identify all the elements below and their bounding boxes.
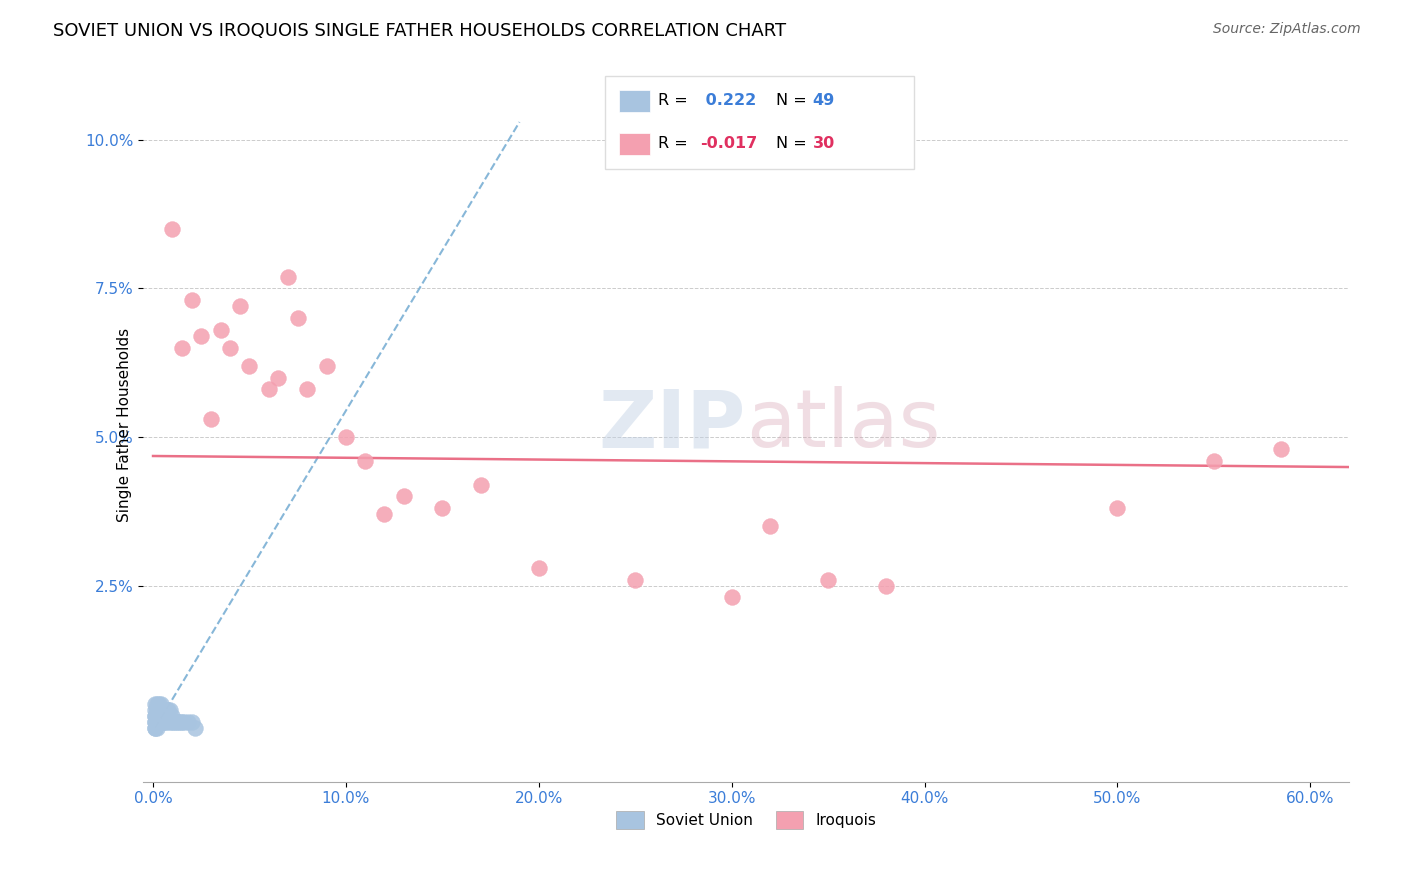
Text: -0.017: -0.017 bbox=[700, 136, 758, 151]
Point bbox=[177, 715, 200, 730]
Point bbox=[335, 430, 357, 444]
Point bbox=[146, 703, 169, 717]
Point bbox=[315, 359, 337, 373]
Point bbox=[163, 715, 186, 730]
Point bbox=[148, 703, 170, 717]
Text: R =: R = bbox=[658, 94, 693, 108]
Text: SOVIET UNION VS IROQUOIS SINGLE FATHER HOUSEHOLDS CORRELATION CHART: SOVIET UNION VS IROQUOIS SINGLE FATHER H… bbox=[53, 22, 786, 40]
Point bbox=[146, 721, 169, 735]
Point bbox=[165, 715, 187, 730]
Text: N =: N = bbox=[776, 94, 813, 108]
Point bbox=[159, 715, 181, 730]
Point bbox=[277, 269, 299, 284]
Point bbox=[354, 454, 377, 468]
Point bbox=[146, 709, 169, 723]
Point bbox=[149, 698, 172, 712]
Point bbox=[143, 721, 166, 735]
Point bbox=[146, 715, 169, 730]
Point bbox=[149, 709, 172, 723]
Point bbox=[157, 703, 180, 717]
Point bbox=[148, 715, 170, 730]
Text: 0.222: 0.222 bbox=[700, 94, 756, 108]
Point bbox=[180, 293, 202, 308]
Text: atlas: atlas bbox=[747, 386, 941, 464]
Point bbox=[162, 709, 184, 723]
Text: N =: N = bbox=[776, 136, 813, 151]
Point bbox=[184, 721, 207, 735]
Y-axis label: Single Father Households: Single Father Households bbox=[117, 328, 132, 522]
Point bbox=[624, 573, 647, 587]
Point bbox=[229, 299, 252, 313]
Text: Source: ZipAtlas.com: Source: ZipAtlas.com bbox=[1213, 22, 1361, 37]
Point bbox=[146, 698, 169, 712]
Point bbox=[169, 715, 191, 730]
Point bbox=[527, 560, 550, 574]
Point bbox=[148, 709, 170, 723]
Point bbox=[148, 715, 170, 730]
Point bbox=[152, 709, 174, 723]
Point bbox=[267, 370, 290, 384]
Point bbox=[720, 591, 742, 605]
Point bbox=[148, 698, 170, 712]
Point bbox=[162, 715, 184, 730]
Point bbox=[153, 715, 176, 730]
Point bbox=[1202, 454, 1225, 468]
Point bbox=[152, 709, 174, 723]
Point bbox=[146, 709, 169, 723]
Point bbox=[143, 709, 166, 723]
Point bbox=[155, 709, 177, 723]
Point bbox=[167, 715, 190, 730]
Point bbox=[432, 501, 454, 516]
Point bbox=[1270, 442, 1292, 456]
Point bbox=[149, 709, 172, 723]
Point bbox=[149, 715, 172, 730]
Text: R =: R = bbox=[658, 136, 693, 151]
Point bbox=[153, 709, 176, 723]
Point bbox=[143, 715, 166, 730]
Point bbox=[190, 329, 212, 343]
Point bbox=[170, 341, 193, 355]
Point bbox=[470, 477, 492, 491]
Text: 49: 49 bbox=[813, 94, 835, 108]
Point bbox=[209, 323, 232, 337]
Point bbox=[159, 703, 181, 717]
Point bbox=[155, 715, 177, 730]
Text: 30: 30 bbox=[813, 136, 835, 151]
Point bbox=[162, 222, 184, 236]
Point bbox=[257, 383, 280, 397]
Point bbox=[297, 383, 319, 397]
Point bbox=[149, 703, 172, 717]
Point bbox=[817, 573, 839, 587]
Point bbox=[238, 359, 260, 373]
Point bbox=[180, 715, 202, 730]
Point bbox=[392, 490, 415, 504]
Point bbox=[287, 311, 309, 326]
Point bbox=[143, 698, 166, 712]
Point bbox=[152, 715, 174, 730]
Text: ZIP: ZIP bbox=[599, 386, 747, 464]
Point bbox=[200, 412, 222, 426]
Point bbox=[157, 709, 180, 723]
Point bbox=[875, 578, 897, 592]
Point bbox=[373, 507, 395, 521]
Point bbox=[153, 703, 176, 717]
Point bbox=[143, 709, 166, 723]
Point bbox=[759, 519, 782, 533]
Point bbox=[173, 715, 195, 730]
Legend: Soviet Union, Iroquois: Soviet Union, Iroquois bbox=[610, 805, 883, 835]
Point bbox=[1107, 501, 1129, 516]
Point bbox=[143, 703, 166, 717]
Point bbox=[170, 715, 193, 730]
Point bbox=[152, 703, 174, 717]
Point bbox=[155, 703, 177, 717]
Point bbox=[219, 341, 242, 355]
Point bbox=[143, 715, 166, 730]
Point bbox=[143, 721, 166, 735]
